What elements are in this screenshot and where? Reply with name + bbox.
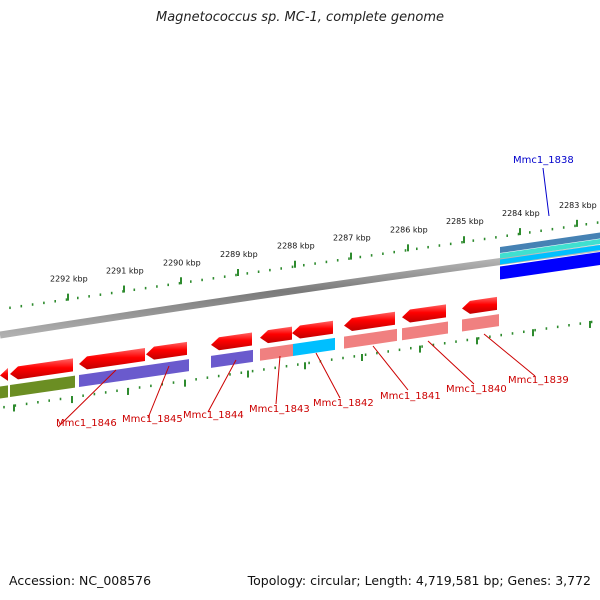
genome-summary-text: Topology: circular; Length: 4,719,581 bp… xyxy=(247,573,591,588)
gene-label-leader xyxy=(483,333,536,377)
feature-band xyxy=(10,375,75,398)
cds-arrow xyxy=(79,347,145,370)
scale-tick-label: 2290 kbp xyxy=(163,258,201,267)
cds-arrow xyxy=(344,311,395,331)
scale-tick-label: 2283 kbp xyxy=(559,201,597,210)
gene-label: Mmc1_1842 xyxy=(313,398,374,409)
scale-tick-label: 2289 kbp xyxy=(220,250,258,259)
gene-label-leader xyxy=(57,369,117,428)
scale-tick-label: 2292 kbp xyxy=(50,275,88,284)
cds-arrow xyxy=(260,326,292,344)
feature-band xyxy=(79,365,146,388)
gene-label: Mmc1_1843 xyxy=(249,404,310,415)
feature-band xyxy=(500,245,600,265)
page-title: Magnetococcus sp. MC-1, complete genome xyxy=(155,10,445,25)
scale-tick-label: 2284 kbp xyxy=(502,209,540,218)
accession-text: Accession: NC_008576 xyxy=(9,573,152,588)
gene-label: Mmc1_1840 xyxy=(446,384,507,395)
gene-label: Mmc1_1844 xyxy=(183,410,244,421)
gene-label-leader xyxy=(372,345,409,391)
gene-label: Mmc1_1841 xyxy=(380,391,441,402)
gene-label: Mmc1_1838 xyxy=(513,155,574,166)
cds-arrow xyxy=(146,341,187,360)
feature-band xyxy=(146,359,189,378)
feature-band xyxy=(293,337,335,357)
feature-band xyxy=(402,321,448,341)
gene-label-leader xyxy=(207,359,237,413)
feature-band xyxy=(500,252,600,280)
cds-arrow xyxy=(462,296,497,314)
feature-band xyxy=(260,344,293,361)
cds-arrow xyxy=(0,367,8,381)
cds-arrow xyxy=(211,332,252,351)
scale-tick-label: 2291 kbp xyxy=(106,267,144,276)
feature-band xyxy=(0,385,8,399)
gene-label-leader xyxy=(147,365,170,419)
scale-tick-label: 2287 kbp xyxy=(333,234,371,243)
gene-label: Mmc1_1839 xyxy=(508,375,569,386)
cds-arrow xyxy=(292,320,333,339)
scale-tick-label: 2288 kbp xyxy=(277,242,315,251)
feature-band xyxy=(500,239,600,259)
feature-band xyxy=(344,328,397,349)
feature-band xyxy=(462,314,499,332)
scale-tick-label: 2285 kbp xyxy=(446,217,484,226)
gene-label-leader xyxy=(542,167,550,217)
feature-band xyxy=(211,349,253,368)
gene-label-leader xyxy=(315,352,341,399)
gene-label: Mmc1_1845 xyxy=(122,414,183,425)
gene-label-leader xyxy=(275,355,281,405)
feature-band xyxy=(500,232,600,253)
gene-label: Mmc1_1846 xyxy=(56,418,117,429)
scale-tick-label: 2286 kbp xyxy=(390,225,428,234)
cds-arrow xyxy=(402,304,446,323)
cds-arrow xyxy=(10,358,73,380)
gene-label-leader xyxy=(427,340,475,385)
